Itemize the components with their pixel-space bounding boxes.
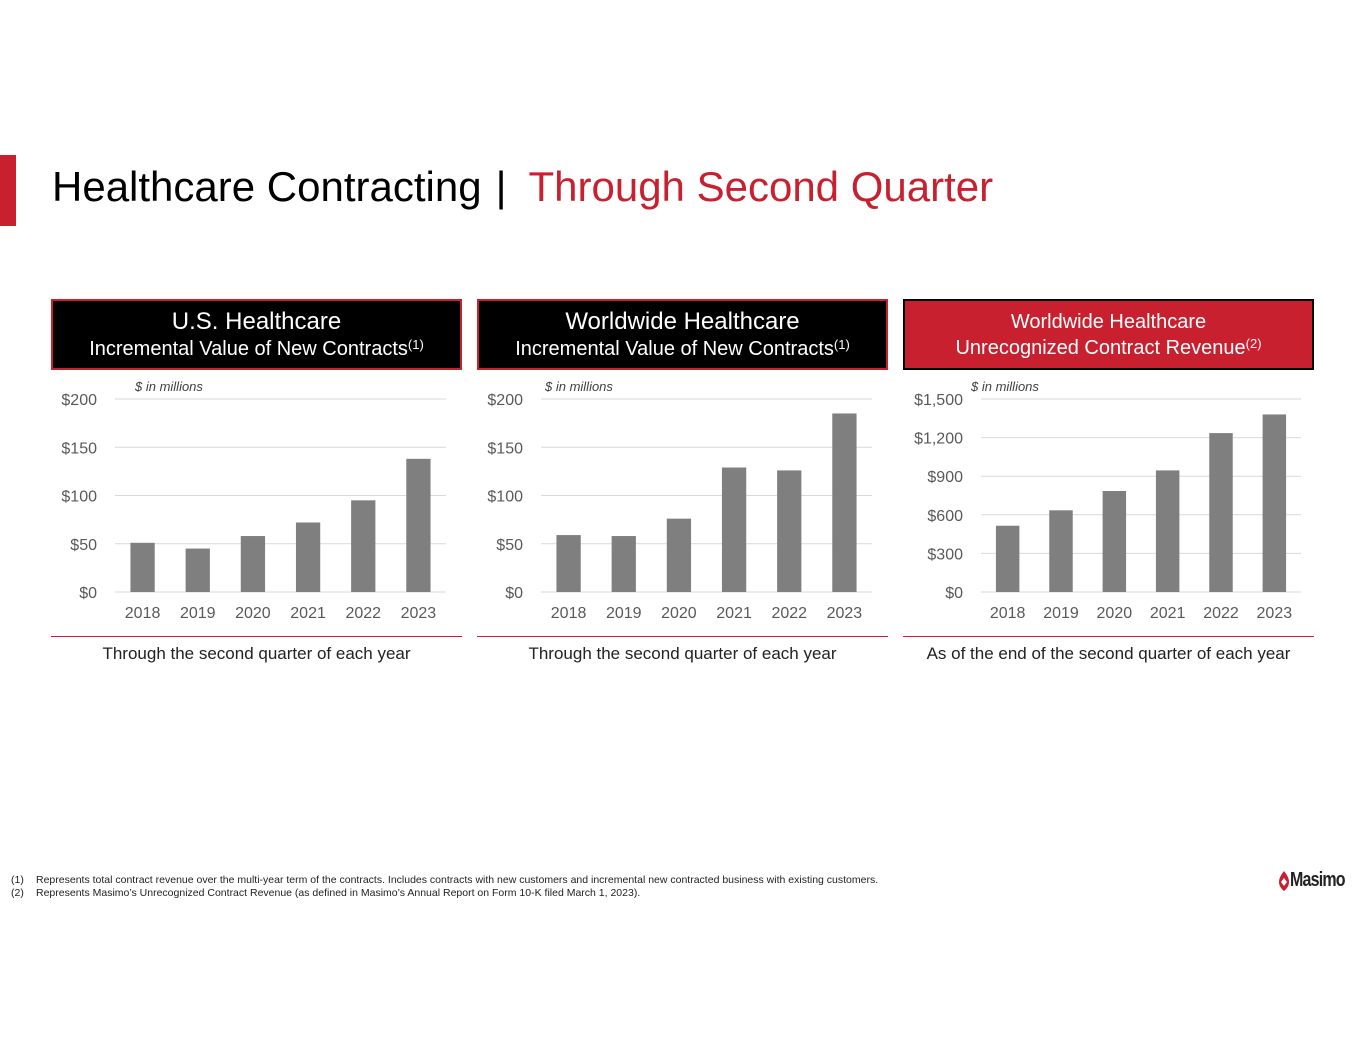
bar-2020 xyxy=(1102,490,1127,592)
x-tick-label: 2021 xyxy=(290,605,326,622)
x-tick-label: 2022 xyxy=(345,605,381,622)
panel-header-title: Worldwide Healthcare xyxy=(1010,310,1207,333)
title-separator: | xyxy=(495,163,507,210)
x-tick-label: 2018 xyxy=(551,605,587,622)
panel-header: Worldwide Healthcare Unrecognized Contra… xyxy=(903,299,1314,370)
y-tick-label: $0 xyxy=(79,585,97,602)
x-tick-label: 2020 xyxy=(235,605,271,622)
x-tick-label: 2022 xyxy=(771,605,807,622)
y-tick-label: $100 xyxy=(61,489,97,506)
panel-caption: As of the end of the second quarter of e… xyxy=(926,644,1291,663)
y-tick-label: $200 xyxy=(487,392,523,409)
panel-rule xyxy=(51,636,462,637)
y-tick-label: $200 xyxy=(61,392,97,409)
panel-caption: Through the second quarter of each year xyxy=(102,644,411,663)
y-tick-label: $0 xyxy=(945,585,963,602)
bar-2021 xyxy=(1155,470,1180,592)
panel-rule xyxy=(903,636,1314,637)
panel-worldwide-incremental: Worldwide Healthcare Incremental Value o… xyxy=(477,299,888,664)
bar-2021 xyxy=(295,522,321,592)
worldwide-unrecognized-chart: $ in millions $0 $300 $600 $900 $1,200 $1,500 2… xyxy=(914,379,1301,622)
x-tick-label: 2018 xyxy=(990,605,1026,622)
bar-2020 xyxy=(240,536,266,592)
panel-header: U.S. Healthcare Incremental Value of New… xyxy=(51,299,462,370)
panel-header: Worldwide Healthcare Incremental Value o… xyxy=(477,299,888,370)
panel-header-title: U.S. Healthcare xyxy=(171,307,342,335)
y-tick-label: $1,200 xyxy=(914,431,963,448)
x-tick-label: 2023 xyxy=(827,605,863,622)
x-tick-label: 2023 xyxy=(401,605,437,622)
panel-header-title: Worldwide Healthcare xyxy=(565,307,800,335)
x-tick-label: 2019 xyxy=(1043,605,1079,622)
panel-rule xyxy=(477,636,888,637)
x-tick-label: 2023 xyxy=(1257,605,1293,622)
bar-2018 xyxy=(130,542,155,592)
panel-caption: Through the second quarter of each year xyxy=(528,644,837,663)
x-tick-label: 2021 xyxy=(716,605,752,622)
bar-2022 xyxy=(777,470,802,592)
masimo-logo-icon xyxy=(1279,870,1289,891)
units-label: $ in millions xyxy=(544,379,613,394)
x-tick-label: 2021 xyxy=(1150,605,1186,622)
footnote-1: (1) Represents total contract revenue ove… xyxy=(11,874,879,886)
bar-2021 xyxy=(721,467,747,592)
x-tick-label: 2020 xyxy=(661,605,697,622)
bar-2018 xyxy=(556,535,581,592)
footnotes: (1) Represents total contract revenue ove… xyxy=(11,874,878,900)
bar-2022 xyxy=(1209,433,1233,592)
y-tick-label: $1,500 xyxy=(914,392,963,409)
bar-2023 xyxy=(832,413,857,592)
footnote-ref: (2) xyxy=(1245,335,1262,351)
x-tick-label: 2019 xyxy=(606,605,642,622)
footnote-ref: (1) xyxy=(407,336,424,352)
y-tick-label: $50 xyxy=(70,537,97,554)
x-tick-label: 2019 xyxy=(180,605,216,622)
bar-2018 xyxy=(995,525,1020,592)
y-tick-label: $150 xyxy=(61,440,97,457)
y-tick-label: $150 xyxy=(487,440,523,457)
panel-worldwide-unrecognized: Worldwide Healthcare Unrecognized Contra… xyxy=(903,299,1314,664)
y-tick-label: $300 xyxy=(927,546,963,563)
footnote-2: (2) Represents Masimo’s Unrecognized Cont… xyxy=(11,887,641,899)
page-title: Healthcare Contracting | Through Second Qu… xyxy=(52,163,994,210)
x-tick-label: 2022 xyxy=(1203,605,1239,622)
accent-bar xyxy=(0,155,16,226)
bar-2023 xyxy=(1262,414,1287,592)
panel-header-subtitle: Unrecognized Contract Revenue(2) xyxy=(955,335,1262,359)
footnote-ref: (1) xyxy=(833,336,850,352)
us-incremental-chart: $ in millions $0 $50 $100 $150 $200 2018 2019 20… xyxy=(61,379,446,622)
worldwide-incremental-chart: $ in millions $0 $50 $100 $150 $200 2018 2019 20… xyxy=(487,379,872,622)
panel-header-subtitle: Incremental Value of New Contracts(1) xyxy=(89,336,424,360)
x-tick-label: 2020 xyxy=(1097,605,1133,622)
panel-header-subtitle: Incremental Value of New Contracts(1) xyxy=(515,336,850,360)
masimo-logo-text: Masimo xyxy=(1290,869,1346,891)
bar-2023 xyxy=(406,458,431,592)
panel-us-healthcare: U.S. Healthcare Incremental Value of New… xyxy=(51,299,462,664)
y-tick-label: $100 xyxy=(487,489,523,506)
y-tick-label: $0 xyxy=(505,585,523,602)
y-tick-label: $900 xyxy=(927,469,963,486)
bar-2019 xyxy=(1049,510,1073,592)
bar-2020 xyxy=(666,518,692,592)
y-tick-label: $50 xyxy=(496,537,523,554)
units-label: $ in millions xyxy=(970,379,1039,394)
units-label: $ in millions xyxy=(134,379,203,394)
x-tick-label: 2018 xyxy=(125,605,161,622)
title-main: Healthcare Contracting xyxy=(52,163,482,210)
bar-2019 xyxy=(611,536,636,592)
title-sub: Through Second Quarter xyxy=(528,163,994,210)
bar-2019 xyxy=(185,548,210,592)
y-tick-label: $600 xyxy=(927,508,963,525)
bar-2022 xyxy=(351,500,376,592)
masimo-logo: Masimo xyxy=(1278,869,1358,892)
